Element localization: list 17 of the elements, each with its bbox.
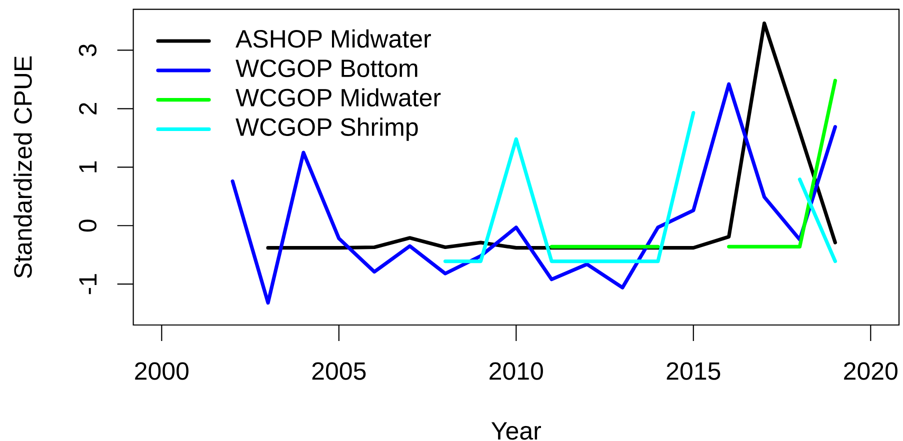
y-tick-label: 0 (78, 220, 97, 232)
x-tick-label: 2005 (312, 362, 366, 380)
x-tick-label: 2010 (490, 362, 543, 380)
legend-label: WCGOP Midwater (236, 88, 441, 107)
y-tick-label: 2 (79, 103, 97, 114)
line-series (230, 82, 837, 305)
x-tick-label: 2015 (666, 362, 720, 380)
legend-label: WCGOP Bottom (236, 59, 418, 78)
x-axis-title: Year (491, 422, 542, 440)
y-tick-label: -1 (79, 274, 97, 294)
legend-label: WCGOP Shrimp (236, 118, 418, 141)
y-tick-label: 3 (78, 44, 97, 56)
x-tick-label: 2020 (844, 362, 898, 380)
x-tick-label: 2000 (135, 362, 188, 380)
y-tick-label: 1 (79, 161, 97, 172)
legend-label: ASHOP Midwater (236, 29, 431, 48)
y-axis-title: Standardized CPUE (14, 56, 32, 278)
